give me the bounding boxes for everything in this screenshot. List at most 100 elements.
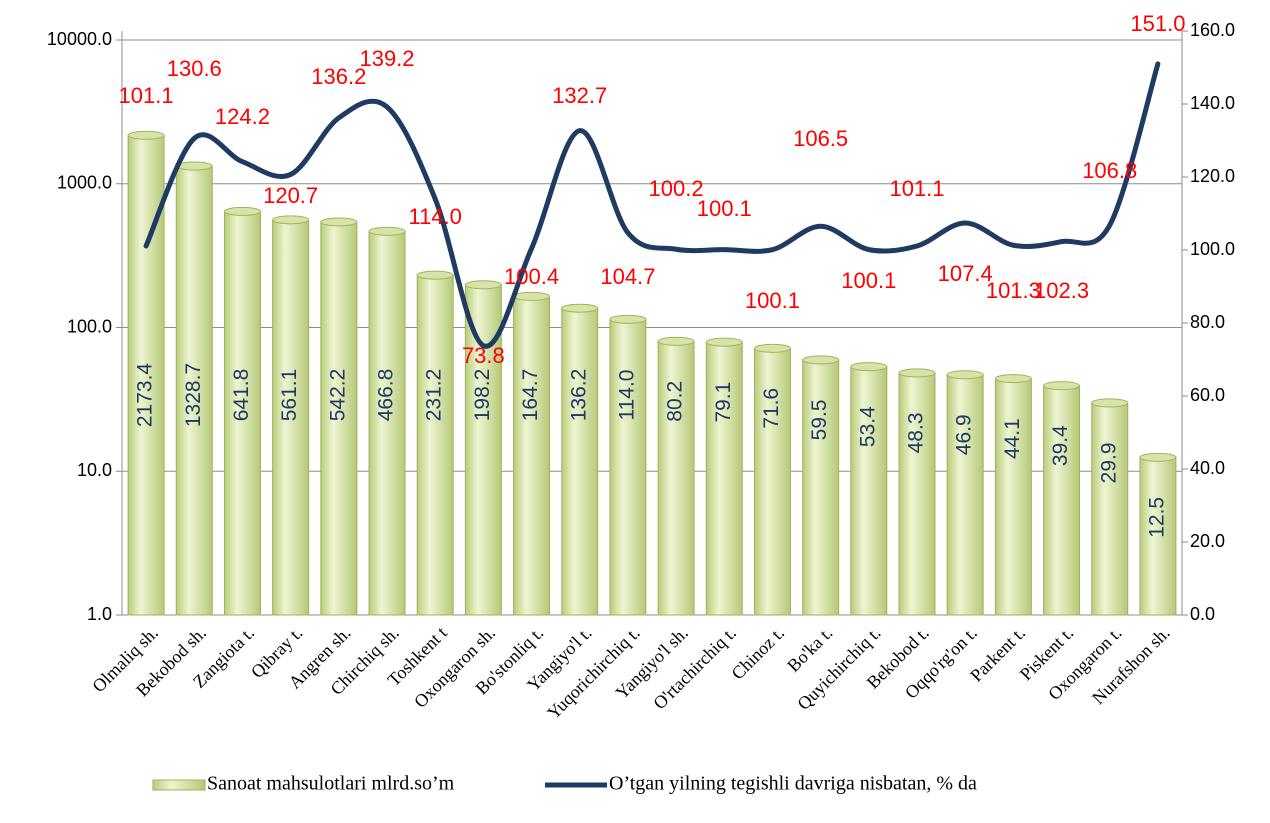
bar (320, 221, 358, 616)
bar-label: 53.4 (856, 406, 879, 447)
bar (946, 374, 984, 616)
bar-label: 114.0 (615, 370, 638, 421)
bar (1091, 402, 1129, 616)
bar (898, 372, 936, 616)
bar (561, 307, 599, 616)
y2-tick-label: 20.0 (1190, 531, 1225, 551)
bar-top (753, 343, 791, 353)
y2-tick-label: 40.0 (1190, 458, 1225, 478)
line-label: 132.7 (552, 83, 607, 108)
bar-top (609, 314, 647, 324)
bar (513, 295, 551, 616)
y2-tick-label: 160.0 (1190, 20, 1235, 40)
bar-top (802, 355, 840, 365)
line-label: 136.2 (311, 64, 366, 89)
bar-top (127, 130, 165, 140)
bar (416, 274, 454, 616)
bar-label: 29.9 (1097, 442, 1120, 483)
bar-top (705, 337, 743, 347)
bar-top (175, 161, 213, 171)
bar-label: 39.4 (1049, 425, 1072, 466)
bar (705, 341, 743, 616)
bar-top (657, 336, 695, 346)
legend-label: O’tgan yilning tegishli davriga nisbatan… (609, 773, 977, 795)
bar-top (272, 215, 310, 225)
line-label: 100.1 (841, 268, 896, 293)
line-label: 102.3 (1034, 278, 1089, 303)
bar-top (561, 303, 599, 313)
bar-label: 641.8 (230, 369, 253, 422)
y-tick-label: 1000.0 (57, 173, 112, 193)
line-label: 100.1 (745, 288, 800, 313)
line-label: 101.1 (119, 83, 174, 108)
bar-top (898, 368, 936, 378)
line-label: 101.3 (986, 278, 1041, 303)
bar (1139, 456, 1177, 616)
y2-tick-label: 140.0 (1190, 93, 1235, 113)
bar-label: 198.2 (471, 369, 494, 422)
bar-label: 561.1 (278, 369, 301, 422)
bar-label: 59.5 (808, 399, 831, 440)
line-label: 101.1 (889, 176, 944, 201)
bar-top (850, 362, 888, 372)
y2-tick-label: 60.0 (1190, 385, 1225, 405)
y2-tick-label: 80.0 (1190, 312, 1225, 332)
bar-label: 44.1 (1001, 418, 1024, 459)
line-label: 104.7 (600, 264, 655, 289)
line-label: 100.2 (649, 176, 704, 201)
bar-top (320, 217, 358, 227)
bar-top (994, 374, 1032, 384)
bar-label: 164.7 (519, 369, 542, 422)
y-tick-label: 10.0 (77, 460, 112, 480)
bar-label: 80.2 (664, 381, 687, 422)
y-tick-label: 1.0 (87, 604, 112, 624)
bar (368, 230, 406, 616)
bar-top (1043, 381, 1081, 391)
bar-top (223, 206, 261, 216)
bar (850, 366, 888, 616)
bar-label: 1328.7 (182, 363, 205, 427)
legend-label: Sanoat mahsulotlari mlrd.so’m (207, 773, 455, 795)
line-label: 130.6 (167, 56, 222, 81)
line-label: 151.0 (1130, 11, 1185, 36)
line-label: 100.1 (697, 196, 752, 221)
bar-top (416, 270, 454, 280)
line-label: 106.8 (1082, 158, 1137, 183)
bar (802, 359, 840, 616)
line-label: 100.4 (504, 264, 559, 289)
bar (1043, 385, 1081, 616)
bar-label: 79.1 (712, 382, 735, 423)
line-label: 120.7 (263, 183, 318, 208)
y2-tick-label: 0.0 (1190, 604, 1215, 624)
bar-top (513, 291, 551, 301)
bar-label: 542.2 (326, 369, 349, 422)
line-label: 107.4 (938, 261, 993, 286)
bar (175, 165, 213, 616)
line (143, 61, 1161, 349)
y-tick-label: 100.0 (67, 316, 112, 336)
bar-label: 466.8 (375, 369, 398, 422)
y2-tick-label: 120.0 (1190, 166, 1235, 186)
bar-top (1139, 452, 1177, 462)
bar-top (464, 280, 502, 290)
bar-top (368, 226, 406, 236)
bar (609, 318, 647, 616)
x-tick-label: Quyichirchiq t. (793, 623, 884, 714)
y-tick-label: 10000.0 (47, 29, 112, 49)
x-tick-label: Chinoz t. (727, 623, 788, 684)
line-label: 139.2 (359, 46, 414, 71)
line-label: 114.0 (408, 204, 461, 229)
bar-label: 71.6 (760, 388, 783, 429)
bar-label: 46.9 (953, 414, 976, 455)
bar-top (1091, 398, 1129, 408)
bar-label: 12.5 (1145, 497, 1168, 538)
bar-label: 2173.4 (134, 363, 157, 428)
bar-label: 48.3 (905, 412, 928, 453)
line-label: 106.5 (793, 126, 848, 151)
bar-label: 136.2 (567, 369, 590, 422)
line-label: 124.2 (215, 104, 270, 129)
bar (272, 219, 310, 616)
bar (994, 378, 1032, 616)
line-label: 73.8 (462, 343, 505, 368)
